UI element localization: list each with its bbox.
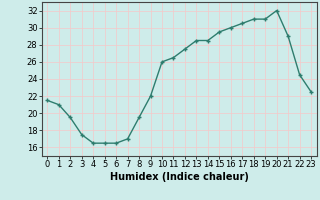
X-axis label: Humidex (Indice chaleur): Humidex (Indice chaleur)	[110, 172, 249, 182]
